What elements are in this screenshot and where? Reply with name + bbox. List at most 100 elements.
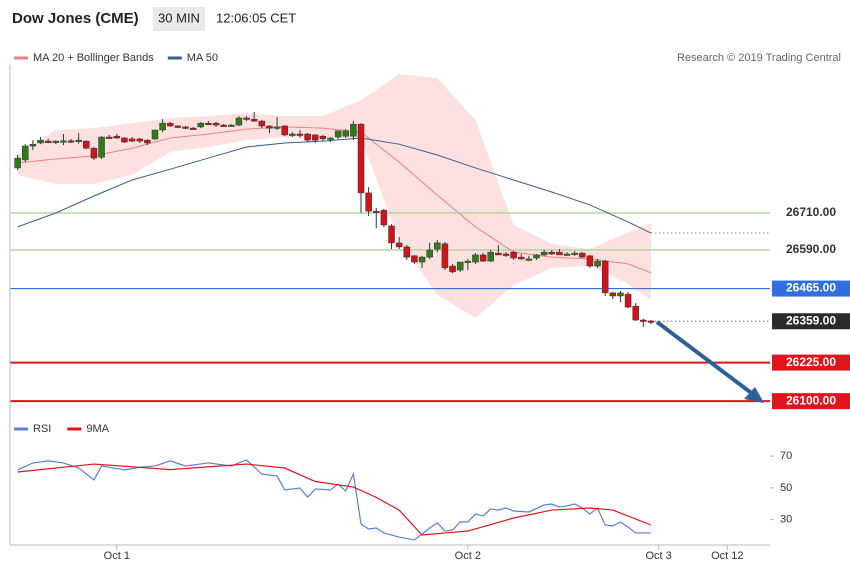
candle-body <box>357 123 365 194</box>
candle-body <box>456 261 464 271</box>
candle-body <box>136 138 143 142</box>
candle-body <box>151 129 159 140</box>
candle-body <box>258 120 266 127</box>
candle-body <box>571 252 578 255</box>
candle-body <box>220 124 227 127</box>
candle-body <box>128 138 136 142</box>
candle-body <box>487 251 494 262</box>
legend-label: MA 50 <box>187 52 218 64</box>
candle-body <box>189 127 197 130</box>
forecast-arrow <box>655 320 764 403</box>
level-label-box <box>772 354 850 371</box>
candle-body <box>304 133 311 141</box>
candle-body <box>83 140 90 149</box>
candle-body <box>289 133 296 136</box>
candle-body <box>166 122 174 127</box>
candle-body <box>472 254 479 263</box>
candle-body <box>449 265 456 273</box>
candle-body <box>350 123 357 137</box>
level-label-box <box>772 280 850 297</box>
candle-body <box>159 122 166 131</box>
level-label: 26590.00 <box>786 242 836 256</box>
candle-body <box>98 136 105 158</box>
candle-body <box>37 139 44 144</box>
candle-body <box>548 251 556 255</box>
candle-body <box>586 255 594 267</box>
candle-body <box>296 133 304 136</box>
candle-body <box>426 249 433 258</box>
candle-body <box>479 254 487 262</box>
candle-body <box>594 260 601 267</box>
candle-body <box>105 136 113 139</box>
candle-body <box>617 292 624 297</box>
interval: 30 MIN <box>158 10 200 25</box>
candle-body <box>144 139 151 144</box>
rsi-tick-label: 50 <box>780 482 792 494</box>
arrow-head <box>744 387 764 403</box>
candle-body <box>174 125 182 128</box>
x-tick-label: Oct 12 <box>711 550 743 562</box>
candle-body <box>464 260 472 263</box>
credit: Research © 2019 Trading Central <box>677 52 841 64</box>
candle-body <box>243 117 250 120</box>
level-label-box <box>772 313 850 330</box>
candle-body <box>75 139 82 142</box>
candle-body <box>418 256 426 263</box>
candle-body <box>640 319 647 322</box>
candle-body <box>22 145 29 161</box>
arrow-shaft <box>655 320 756 397</box>
candle-body <box>250 118 258 122</box>
x-tick-label: Oct 1 <box>104 550 130 562</box>
level-label-box <box>772 393 850 410</box>
level-label: 26359.00 <box>786 313 836 327</box>
candle-body <box>44 140 52 143</box>
chart-title: Dow Jones (CME) <box>12 10 139 27</box>
legend-label: MA 20 + Bollinger Bands <box>33 52 154 64</box>
candle-body <box>388 225 395 244</box>
candle-body <box>403 246 411 258</box>
candle-body <box>182 126 189 129</box>
level-label: 26225.00 <box>786 355 836 369</box>
interval-box <box>153 7 205 31</box>
candle-body <box>579 252 586 258</box>
candle-body <box>540 251 548 256</box>
rsi-legend-label: 9MA <box>86 423 109 435</box>
candle-body <box>609 292 617 297</box>
candle-body <box>319 135 327 140</box>
rsi-line <box>17 463 652 536</box>
candle-body <box>395 242 403 248</box>
candle-body <box>67 140 75 143</box>
candle-body <box>14 157 21 169</box>
candle-body <box>90 147 98 159</box>
candle-body <box>228 124 235 127</box>
candle-body <box>334 130 342 138</box>
candle-body <box>29 143 37 147</box>
x-tick-label: Oct 3 <box>645 550 671 562</box>
candle-body <box>52 140 60 143</box>
candle-body <box>533 254 540 259</box>
rsi-line <box>17 459 651 541</box>
candle-body <box>311 134 319 141</box>
candle-body <box>632 305 639 321</box>
candle-body <box>624 293 632 308</box>
main-layer: MA 20 + Bollinger Bands MA 50 26710.00 2659… <box>14 52 850 562</box>
candle-body <box>342 130 349 137</box>
candle-body <box>380 209 388 226</box>
candle-body <box>365 192 372 212</box>
rsi-tick-label: 70 <box>780 450 792 462</box>
candle-body <box>327 137 334 140</box>
candle-body <box>556 251 563 256</box>
candle-body <box>411 255 418 263</box>
candle-body <box>525 258 533 261</box>
time: 12:06:05 CET <box>216 10 296 25</box>
candle-body <box>212 122 220 126</box>
rsi-legend-label: RSI <box>33 423 51 435</box>
candle-body <box>197 122 205 128</box>
moving-average <box>17 126 652 274</box>
candle-body <box>373 210 380 213</box>
candle-body <box>495 252 502 256</box>
candle-body <box>266 125 273 129</box>
candle-body <box>235 117 243 126</box>
candle-body <box>273 126 281 129</box>
